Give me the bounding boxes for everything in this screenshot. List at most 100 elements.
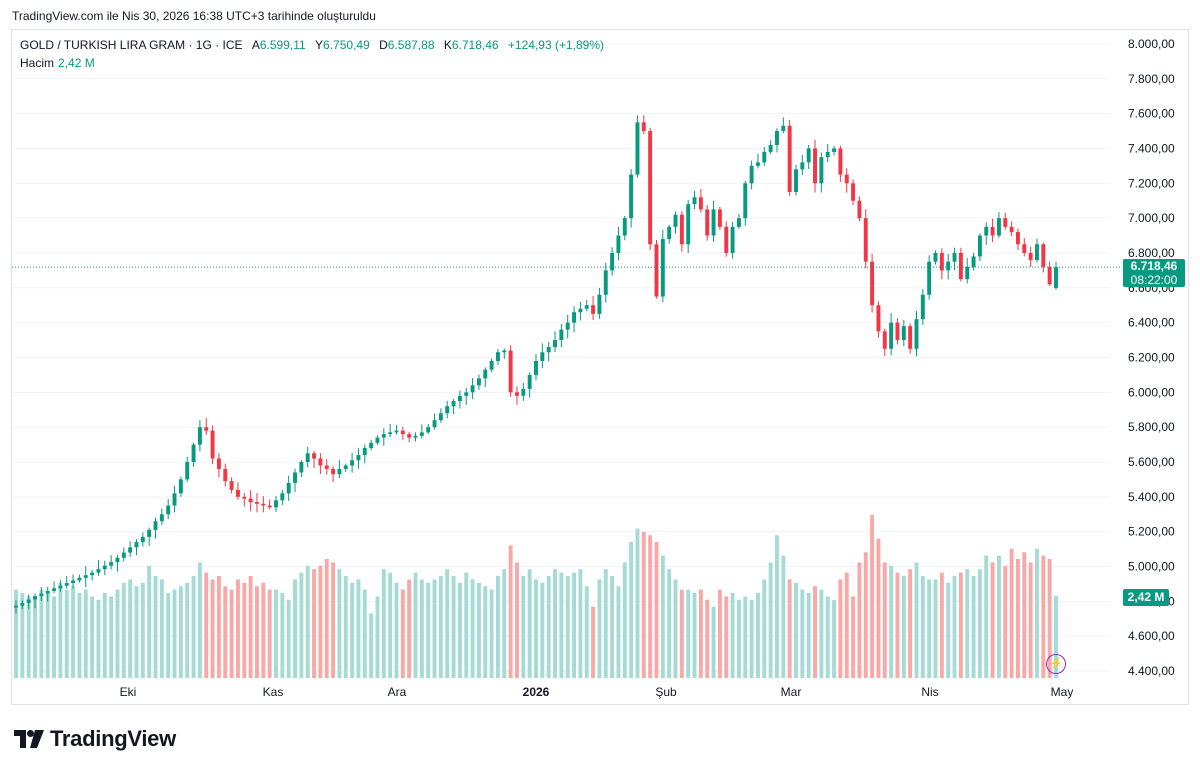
candle-body (553, 340, 557, 348)
candle-body (166, 505, 171, 515)
volume-bar (324, 559, 329, 678)
x-tick-label: Ara (388, 685, 407, 699)
tradingview-logo[interactable]: TradingView (14, 726, 176, 752)
candle-body (1035, 244, 1039, 260)
volume-bar (705, 599, 710, 678)
candle-body (1028, 252, 1033, 260)
volume-bar (464, 572, 469, 678)
volume-bar (77, 593, 82, 678)
volume-bar (457, 582, 462, 678)
volume-bar (71, 586, 76, 678)
volume-bar (673, 579, 678, 678)
candle-body (927, 261, 932, 295)
candle-body (895, 322, 900, 341)
volume-bar (305, 565, 310, 678)
volume-bar (927, 579, 932, 678)
volume-bar (407, 579, 412, 678)
volume-bar (235, 579, 240, 678)
volume-bar (806, 593, 811, 678)
candle-body (730, 226, 735, 253)
candle-body (838, 148, 843, 175)
candle-body (679, 214, 684, 245)
tradingview-logo-icon (14, 730, 44, 748)
candle-body (286, 482, 291, 494)
bar-countdown: 08:22:00 (1130, 273, 1178, 288)
candle-body (806, 148, 811, 163)
candle-body (794, 169, 798, 192)
candle-body (762, 151, 767, 163)
candle-body (134, 542, 139, 548)
candle-body (26, 599, 31, 604)
candle-body (578, 308, 583, 313)
candle-body (343, 465, 348, 469)
x-tick-label: 2026 (523, 685, 550, 699)
volume-bar (381, 569, 386, 678)
candle-body (572, 312, 577, 323)
volume-value: 2,42 M (58, 56, 95, 70)
candle-body (1047, 266, 1052, 285)
candle-body (698, 197, 703, 210)
candle-body (629, 174, 634, 219)
candle-body (115, 557, 120, 563)
candle-body (559, 329, 564, 341)
candle-body (128, 547, 133, 553)
y-tick-label: 5.400,00 (1128, 490, 1175, 504)
volume-bar (255, 586, 259, 678)
volume-bar (965, 569, 970, 678)
y-tick-label: 7.800,00 (1128, 72, 1175, 86)
candle-body (870, 261, 875, 306)
volume-bar (166, 593, 171, 678)
candle-body (813, 148, 817, 184)
candle-body (45, 590, 50, 594)
lightning-icon[interactable]: ⚡ (1046, 654, 1066, 674)
volume-label: Hacim (20, 56, 55, 70)
candle-body (229, 481, 234, 490)
volume-bar (502, 569, 507, 678)
volume-bar (711, 606, 716, 678)
volume-bar (140, 582, 145, 678)
candle-body (825, 151, 830, 158)
symbol-legend[interactable]: GOLD / TURKISH LIRA GRAM · 1G · ICE A6.5… (20, 38, 604, 52)
candle-body (432, 420, 437, 428)
volume-bar (451, 576, 456, 678)
candle-body (153, 521, 158, 530)
volume-bar (248, 576, 253, 678)
volume-bar (489, 589, 494, 678)
volume-bar (787, 579, 792, 678)
candle-body (565, 322, 570, 330)
candle-body (534, 360, 538, 375)
candle-body (14, 605, 18, 608)
candle-body (736, 218, 741, 227)
volume-bar (901, 576, 906, 678)
candle-body (299, 462, 304, 473)
candle-body (889, 322, 894, 349)
volume-bar (375, 596, 380, 678)
volume-bar (717, 589, 722, 678)
volume-bar (521, 576, 526, 678)
volume-bar (331, 562, 336, 678)
candle-body (413, 435, 418, 438)
volume-bar (882, 562, 887, 678)
volume-bar (172, 589, 177, 678)
volume-bar (58, 582, 63, 678)
volume-legend[interactable]: Hacim 2,42 M (20, 56, 95, 70)
candlesticks (14, 115, 1058, 614)
volume-bar (1041, 555, 1046, 678)
volume-bar (438, 576, 443, 678)
candle-body (882, 331, 887, 349)
candle-body (1041, 244, 1046, 267)
volume-bar (610, 576, 615, 678)
candle-body (464, 392, 469, 396)
y-tick-label: 7.000,00 (1128, 211, 1175, 225)
candle-body (419, 432, 424, 436)
candle-body (216, 458, 221, 469)
time-axis: Eki Kas Ara 2026 Şub Mar Nis May (120, 685, 1074, 699)
volume-bar (350, 582, 355, 678)
volume-bar (242, 582, 247, 678)
volume-bar (851, 596, 856, 678)
candle-body (96, 569, 101, 573)
candle-body (267, 505, 272, 508)
volume-bar (299, 572, 304, 678)
volume-bar (426, 582, 431, 678)
